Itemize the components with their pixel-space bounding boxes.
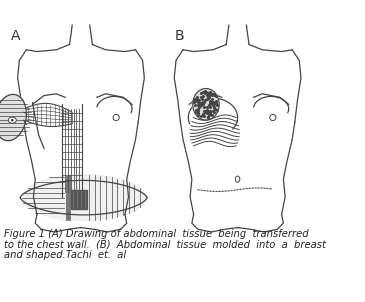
Polygon shape [22, 175, 145, 220]
Ellipse shape [11, 119, 14, 121]
Polygon shape [71, 190, 87, 209]
Text: A: A [11, 29, 20, 43]
Polygon shape [0, 95, 26, 141]
Ellipse shape [8, 117, 16, 123]
Text: and shaped.Tachi  et.  al: and shaped.Tachi et. al [4, 250, 127, 260]
Text: B: B [174, 29, 184, 43]
Polygon shape [193, 88, 219, 120]
Text: to the chest wall.  (B)  Abdominal  tissue  molded  into  a  breast: to the chest wall. (B) Abdominal tissue … [4, 240, 326, 250]
Text: Figure 1 (A) Drawing of abdominal  tissue  being  transferred: Figure 1 (A) Drawing of abdominal tissue… [4, 229, 309, 239]
